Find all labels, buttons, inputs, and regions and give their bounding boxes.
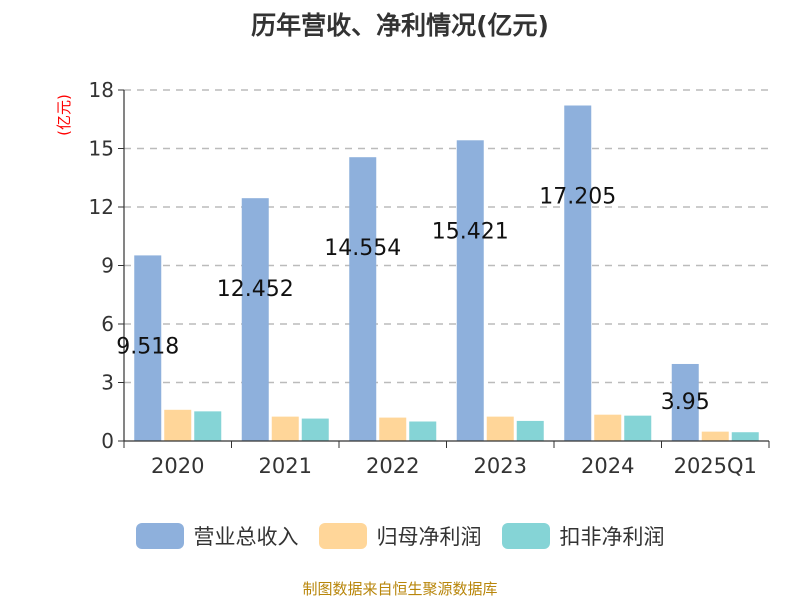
legend-swatch [318,523,367,549]
x-tick-label: 2022 [366,454,419,478]
bar-deducted-net-profit [624,415,652,441]
y-tick-label: 12 [89,195,114,219]
bars [134,105,759,441]
bar-parent-net-profit [164,409,192,441]
bar-revenue [456,140,484,441]
revenue-data-label: 15.421 [432,219,509,244]
bar-revenue [564,105,592,441]
x-tick-label: 2021 [259,454,312,478]
bar-parent-net-profit [271,416,299,441]
revenue-data-label: 9.518 [116,334,179,359]
legend-label: 归母净利润 [376,525,482,549]
y-tick-label: 6 [101,312,114,336]
legend-swatch [135,523,184,549]
grid-lines [124,89,769,384]
y-tick-label: 9 [101,254,114,278]
revenue-data-label: 12.452 [217,277,294,302]
y-tick-label: 18 [89,78,114,102]
bar-revenue [349,157,377,441]
x-tick-label: 2020 [151,454,204,478]
bar-revenue [671,363,699,441]
y-tick-label: 3 [101,371,114,395]
bar-parent-net-profit [701,431,729,441]
legend-item[interactable]: 营业总收入 [135,521,299,551]
revenue-data-label: 17.205 [539,185,616,210]
legend-label: 营业总收入 [193,525,299,549]
chart-title: 历年营收、净利情况(亿元) [251,11,549,40]
legend-swatch [501,523,550,549]
legend-item[interactable]: 归母净利润 [318,521,482,551]
data-source-note: 制图数据来自恒生聚源数据库 [302,580,498,598]
bar-deducted-net-profit [731,432,759,441]
bar-deducted-net-profit [516,420,544,441]
data-labels: 9.518 12.452 14.554 15.421 17.205 3.95 [116,185,709,415]
legend: 营业总收入 归母净利润 扣非净利润 [0,516,800,556]
x-tick-label: 2025Q1 [674,454,757,478]
legend-label: 扣非净利润 [559,525,665,549]
x-tick-label: 2024 [581,454,634,478]
bar-deducted-net-profit [409,421,437,441]
bar-revenue [241,198,269,441]
legend-item[interactable]: 扣非净利润 [501,521,665,551]
y-tick-label: 15 [89,137,114,161]
axes: 0 3 6 9 12 15 18 (亿元) 2020 2021 2022 2023 2024 2025Q1 [55,78,770,478]
y-axis-label: (亿元) [55,94,73,136]
bar-revenue [134,255,162,441]
revenue-data-label: 3.95 [661,390,710,415]
revenue-data-label: 14.554 [324,236,401,261]
bar-parent-net-profit [486,416,514,441]
y-tick-label: 0 [101,429,114,453]
bar-deducted-net-profit [301,418,329,441]
x-tick-label: 2023 [474,454,527,478]
bar-parent-net-profit [594,414,622,441]
bar-parent-net-profit [379,417,407,441]
bar-deducted-net-profit [194,411,222,441]
